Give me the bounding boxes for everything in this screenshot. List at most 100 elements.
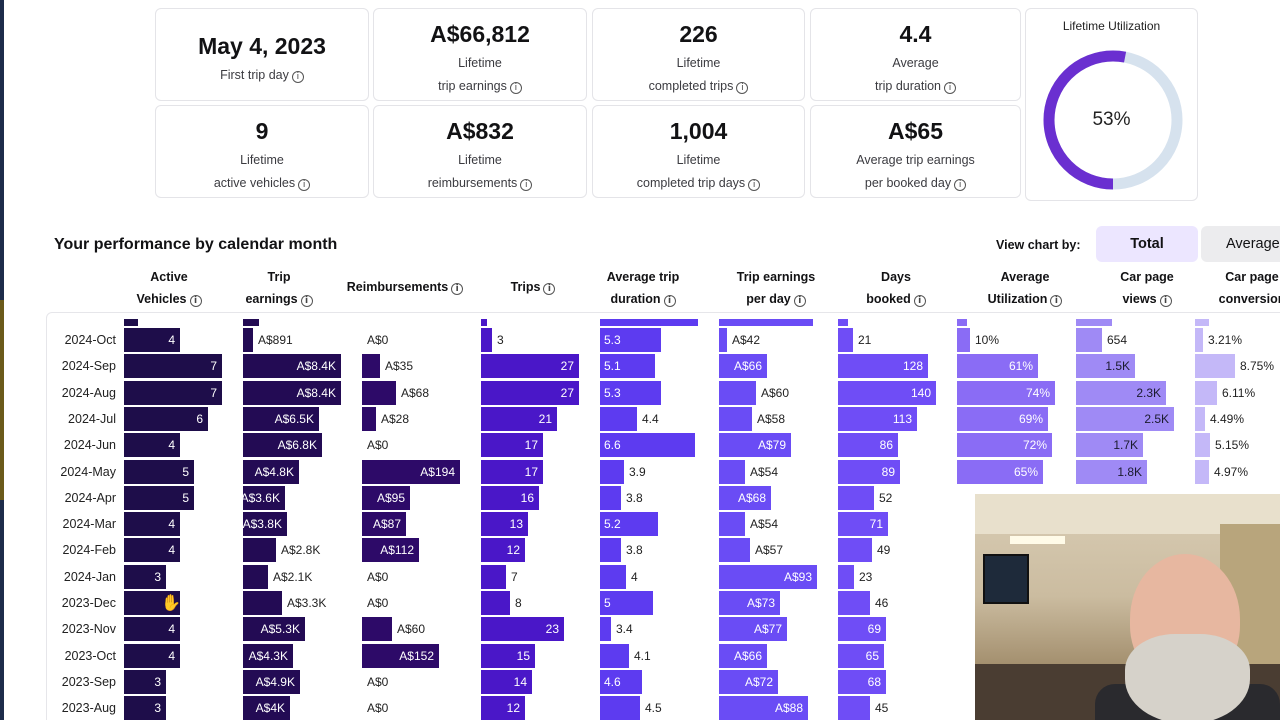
column-header[interactable]: Trip earnings i [209, 266, 349, 310]
column-header[interactable]: Trips i [463, 276, 603, 298]
bar[interactable] [957, 380, 1055, 405]
bar[interactable] [838, 485, 874, 510]
bar[interactable] [838, 406, 917, 431]
info-icon[interactable]: i [944, 82, 956, 94]
bar[interactable] [600, 433, 695, 458]
bar[interactable] [1195, 380, 1217, 405]
column-header[interactable]: Days booked i [826, 266, 966, 310]
bar[interactable] [838, 459, 900, 484]
bar[interactable] [957, 354, 1038, 379]
bar[interactable] [124, 380, 222, 405]
info-icon[interactable]: i [663, 295, 676, 307]
info-icon[interactable]: i [520, 179, 533, 191]
bar[interactable] [719, 380, 756, 405]
bar[interactable] [719, 433, 791, 458]
bar[interactable] [719, 459, 745, 484]
bar[interactable] [600, 538, 621, 563]
info-icon[interactable]: i [291, 71, 304, 83]
bar[interactable] [124, 643, 180, 668]
bar[interactable] [243, 433, 322, 458]
bar[interactable] [838, 564, 854, 589]
bar[interactable] [481, 564, 506, 589]
bar[interactable] [600, 591, 653, 615]
bar[interactable] [124, 406, 208, 431]
bar[interactable] [481, 406, 557, 431]
bar[interactable] [481, 591, 510, 615]
bar[interactable] [838, 328, 853, 352]
bar[interactable] [838, 696, 870, 720]
info-icon[interactable]: i [509, 82, 522, 94]
bar[interactable] [362, 643, 439, 668]
bar[interactable] [1195, 328, 1203, 352]
bar[interactable] [1076, 433, 1143, 458]
average-button[interactable]: Average [1201, 226, 1280, 262]
bar[interactable] [838, 538, 872, 563]
bar[interactable] [362, 354, 380, 379]
column-header[interactable]: Trip earnings per day i [706, 266, 846, 310]
bar[interactable] [719, 617, 787, 642]
info-icon[interactable]: i [1050, 295, 1063, 307]
bar[interactable] [124, 538, 180, 563]
bar[interactable] [600, 459, 624, 484]
bar[interactable] [838, 512, 888, 537]
bar[interactable] [600, 406, 637, 431]
bar[interactable] [481, 380, 579, 405]
bar[interactable] [719, 354, 767, 379]
bar[interactable] [838, 380, 936, 405]
bar[interactable] [600, 328, 661, 352]
bar[interactable] [124, 328, 180, 352]
bar[interactable] [1076, 354, 1135, 379]
bar[interactable] [600, 643, 629, 668]
bar[interactable] [124, 564, 166, 589]
bar[interactable] [243, 512, 287, 537]
bar[interactable] [124, 512, 180, 537]
column-header[interactable]: Average trip duration i [573, 266, 713, 310]
bar[interactable] [243, 485, 285, 510]
column-header[interactable]: Average Utilization i [955, 266, 1095, 310]
bar[interactable] [1076, 380, 1166, 405]
bar[interactable] [362, 485, 410, 510]
bar[interactable] [1076, 406, 1174, 431]
bar[interactable] [243, 564, 268, 589]
bar[interactable] [957, 433, 1052, 458]
bar[interactable] [362, 512, 406, 537]
bar[interactable] [124, 591, 180, 615]
bar[interactable] [243, 354, 341, 379]
bar[interactable] [719, 538, 750, 563]
bar[interactable] [1195, 354, 1235, 379]
bar[interactable] [481, 669, 532, 694]
bar[interactable] [481, 538, 525, 563]
bar[interactable] [481, 512, 528, 537]
bar[interactable] [362, 380, 396, 405]
bar[interactable] [124, 696, 166, 720]
bar[interactable] [838, 617, 886, 642]
bar[interactable] [362, 459, 460, 484]
bar[interactable] [838, 433, 898, 458]
bar[interactable] [243, 380, 341, 405]
bar[interactable] [838, 354, 928, 379]
bar[interactable] [124, 669, 166, 694]
bar[interactable] [600, 512, 658, 537]
bar[interactable] [957, 459, 1043, 484]
bar[interactable] [1076, 459, 1147, 484]
total-button[interactable]: Total [1096, 226, 1198, 262]
bar[interactable] [481, 643, 535, 668]
column-header[interactable]: Active Vehicles i [99, 266, 239, 310]
info-icon[interactable]: i [543, 283, 556, 295]
bar[interactable] [1195, 433, 1210, 458]
bar[interactable] [124, 354, 222, 379]
bar[interactable] [124, 485, 194, 510]
bar[interactable] [481, 354, 579, 379]
bar[interactable] [600, 617, 611, 642]
bar[interactable] [719, 643, 767, 668]
info-icon[interactable]: i [913, 295, 926, 307]
bar[interactable] [124, 433, 180, 458]
bar[interactable] [957, 406, 1048, 431]
bar[interactable] [124, 617, 180, 642]
bar[interactable] [600, 696, 640, 720]
bar[interactable] [1076, 328, 1102, 352]
bar[interactable] [719, 669, 778, 694]
bar[interactable] [838, 591, 870, 615]
column-header[interactable]: Car page views i [1077, 266, 1217, 310]
bar[interactable] [838, 669, 886, 694]
